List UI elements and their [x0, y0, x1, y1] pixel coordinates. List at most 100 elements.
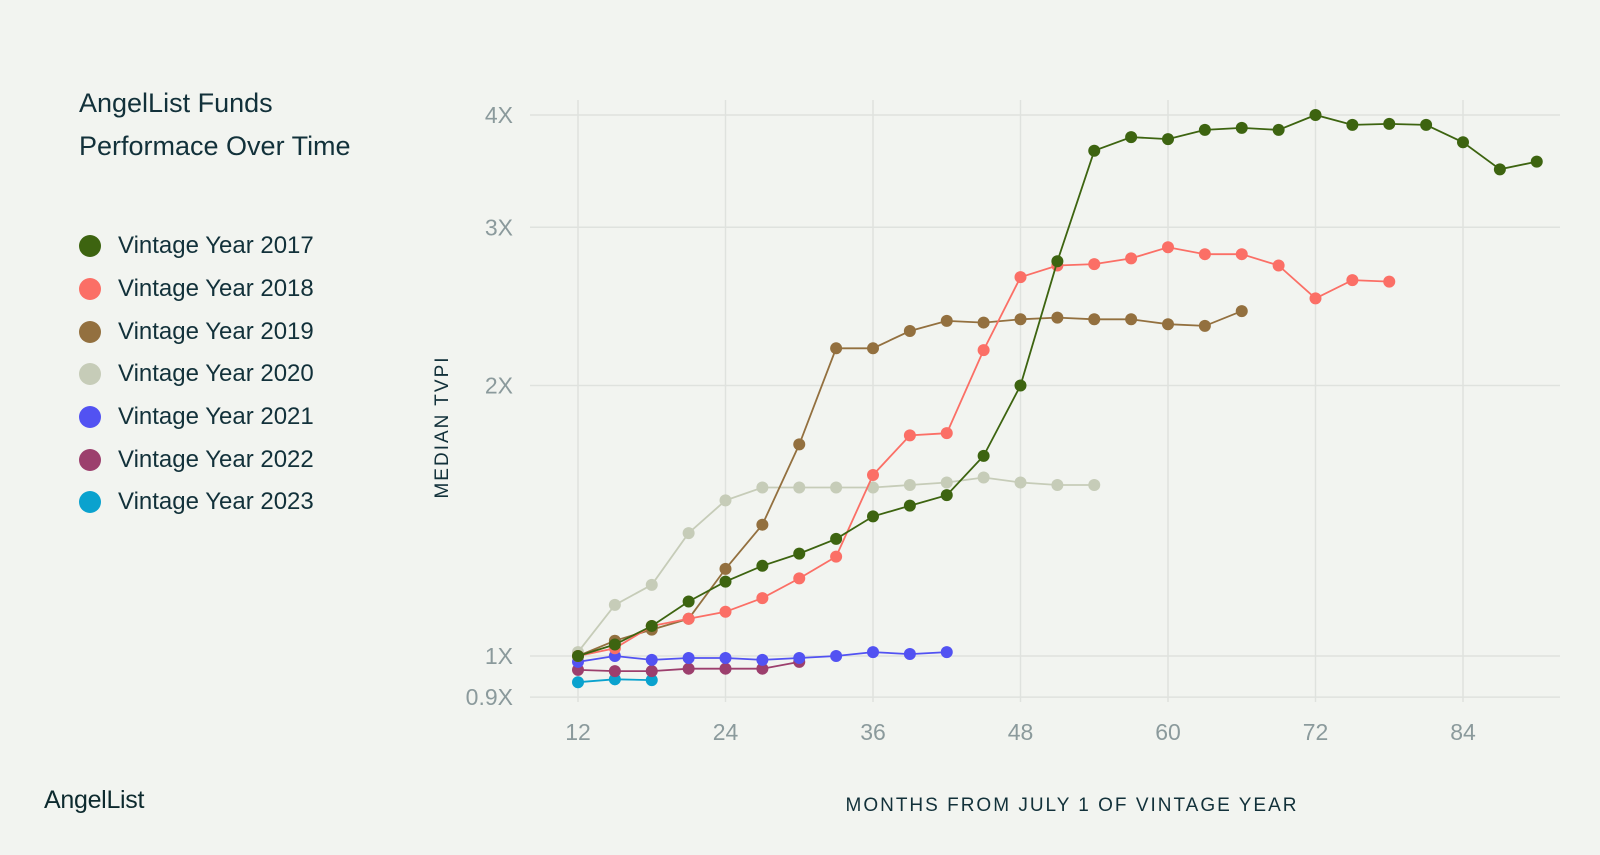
data-point — [645, 674, 658, 687]
data-point — [1162, 318, 1174, 331]
y-axis-ticks: 0.9X 1X 2X 3X 4X — [466, 102, 513, 710]
data-point — [682, 612, 695, 625]
data-point — [1383, 275, 1396, 288]
series-vintage-year-2023 — [572, 673, 658, 689]
data-point — [793, 572, 806, 585]
data-point — [977, 471, 990, 484]
data-point — [793, 651, 806, 664]
x-tick-label: 84 — [1450, 719, 1476, 745]
data-point — [1235, 305, 1248, 318]
data-point — [1198, 319, 1211, 332]
data-point — [608, 665, 621, 678]
data-point — [1051, 478, 1064, 491]
y-tick-label: 3X — [485, 214, 513, 240]
legend-swatch — [79, 491, 101, 514]
data-point — [1051, 311, 1064, 324]
data-point — [1420, 118, 1433, 131]
data-point — [719, 494, 732, 507]
data-point — [903, 429, 916, 442]
data-point — [867, 510, 879, 523]
data-point — [940, 476, 953, 489]
data-point — [682, 527, 695, 540]
data-point — [719, 651, 732, 664]
data-point — [793, 438, 806, 451]
legend-swatch — [79, 448, 101, 471]
data-point — [1457, 136, 1469, 149]
chart-legend: Vintage Year 2017 Vintage Year 2018 Vintag… — [79, 225, 314, 524]
data-point — [645, 665, 658, 678]
data-point — [1346, 274, 1359, 287]
data-point — [830, 481, 843, 494]
legend-item: Vintage Year 2019 — [79, 310, 314, 353]
legend-swatch — [79, 363, 101, 386]
data-point — [756, 653, 769, 666]
x-tick-label: 48 — [1008, 719, 1034, 745]
data-point — [830, 550, 843, 563]
data-point — [1014, 379, 1027, 392]
data-point — [1014, 271, 1027, 284]
series-vintage-year-2021 — [572, 646, 953, 668]
data-point — [867, 469, 879, 482]
data-point — [719, 605, 732, 618]
data-point — [1198, 248, 1211, 261]
data-point — [682, 662, 695, 675]
chart-title-line-1: AngelList Funds — [79, 88, 273, 118]
legend-swatch — [79, 278, 101, 301]
x-tick-label: 12 — [565, 719, 591, 745]
chart-title-line-2: Performace Over Time — [79, 131, 351, 161]
data-point — [1383, 117, 1396, 130]
data-point — [1051, 255, 1064, 268]
data-point — [719, 662, 732, 675]
series-vintage-year-2017 — [572, 109, 1543, 662]
data-point — [608, 598, 621, 611]
chart-grid — [530, 100, 1560, 702]
data-point — [1125, 252, 1138, 265]
data-point — [940, 427, 953, 440]
legend-label: Vintage Year 2020 — [118, 360, 314, 388]
data-point — [1162, 133, 1174, 146]
data-point — [1493, 163, 1506, 176]
data-point — [1125, 313, 1138, 326]
data-point — [867, 481, 879, 494]
legend-item: Vintage Year 2017 — [79, 225, 314, 268]
data-point — [867, 646, 879, 659]
legend-label: Vintage Year 2017 — [118, 232, 314, 260]
data-point — [830, 342, 843, 355]
legend-item: Vintage Year 2020 — [79, 353, 314, 396]
data-point — [830, 532, 843, 545]
data-point — [1198, 123, 1211, 136]
data-point — [903, 499, 916, 512]
data-point — [793, 547, 806, 560]
data-point — [940, 646, 953, 659]
legend-label: Vintage Year 2022 — [118, 445, 314, 473]
data-point — [1014, 313, 1027, 326]
legend-label: Vintage Year 2021 — [118, 403, 314, 431]
data-point — [1088, 258, 1101, 271]
data-point — [756, 559, 769, 572]
legend-swatch — [79, 320, 101, 343]
y-tick-label: 4X — [485, 102, 513, 128]
legend-swatch — [79, 235, 101, 258]
data-point — [1530, 155, 1543, 168]
legend-label: Vintage Year 2023 — [118, 488, 314, 516]
x-axis-ticks: 12 24 36 48 60 72 84 — [565, 719, 1476, 745]
data-point — [572, 676, 584, 689]
legend-label: Vintage Year 2019 — [118, 317, 314, 345]
data-point — [1088, 144, 1101, 157]
data-point — [940, 314, 953, 327]
data-point — [1235, 121, 1248, 134]
data-point — [682, 595, 695, 608]
data-point — [1272, 123, 1285, 136]
y-tick-label: 2X — [485, 373, 513, 399]
data-point — [756, 662, 769, 675]
data-point — [1235, 248, 1248, 261]
legend-swatch — [79, 406, 101, 429]
legend-item: Vintage Year 2022 — [79, 438, 314, 481]
data-point — [867, 342, 879, 355]
data-point — [1346, 118, 1359, 131]
data-point — [608, 638, 621, 651]
data-point — [645, 578, 658, 591]
x-tick-label: 36 — [860, 719, 886, 745]
legend-label: Vintage Year 2018 — [118, 275, 314, 303]
y-tick-label: 1X — [485, 643, 513, 669]
